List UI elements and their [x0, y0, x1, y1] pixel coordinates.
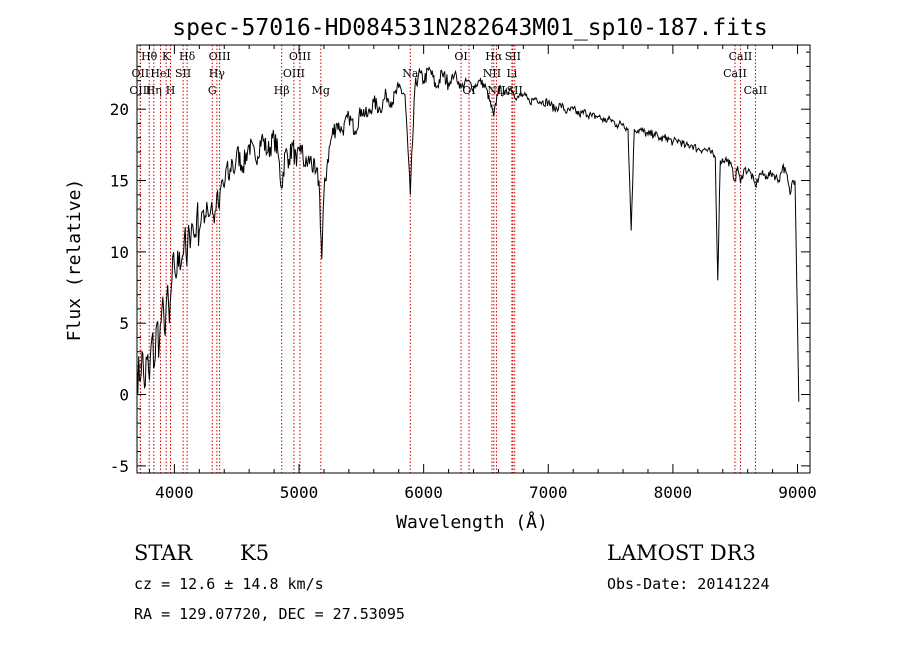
axis-ticks	[137, 45, 810, 473]
x-tick-label: 9000	[778, 483, 817, 502]
x-tick-label: 5000	[280, 483, 319, 502]
spectral-line-label: Hη	[146, 84, 162, 97]
x-tick-label: 7000	[529, 483, 568, 502]
spectral-line-label: Mg	[312, 84, 330, 97]
spectral-line-label: OI	[454, 50, 467, 63]
x-tick-label: 6000	[404, 483, 443, 502]
spectral-line-label: CaII	[744, 84, 768, 97]
spectral-line-label: SII	[175, 67, 191, 80]
x-tick-label: 4000	[155, 483, 194, 502]
spectral-line-label: CaII	[723, 67, 747, 80]
spectral-line-label: Li	[506, 67, 517, 80]
spectral-line-label: Hα	[485, 50, 503, 63]
spectral-line-label: Hδ	[179, 50, 196, 63]
object-class: STAR	[134, 541, 193, 565]
coordinates-readout: RA = 129.07720, DEC = 27.53095	[134, 605, 405, 623]
x-tick-label: 8000	[654, 483, 693, 502]
spectral-line-label: H	[166, 84, 176, 97]
x-axis-label: Wavelength (Å)	[396, 511, 548, 533]
survey-name: LAMOST DR3	[607, 541, 756, 565]
y-tick-label: 10	[110, 243, 129, 262]
spectral-line-label: OIII	[129, 84, 151, 97]
spectral-line-label: OIII	[283, 67, 305, 80]
y-tick-label: 5	[119, 314, 129, 333]
spectral-line-label: NII	[483, 67, 501, 80]
spectral-line-label: OI	[462, 84, 475, 97]
spectral-line-label: Na	[402, 67, 419, 80]
spectral-line-label: OIII	[289, 50, 311, 63]
spectral-line-label: OII	[132, 67, 150, 80]
spectral-line-label: SII	[507, 84, 523, 97]
spectral-line-label: Hβ	[274, 84, 290, 97]
redshift-readout: cz = 12.6 ± 14.8 km/s	[134, 575, 324, 593]
spectral-line-label: Hγ	[209, 67, 226, 80]
spectral-line-label: K	[162, 50, 171, 63]
plot-frame	[136, 44, 811, 474]
spectral-line-label: HeI	[150, 67, 170, 80]
flux-series-line	[136, 65, 800, 402]
object-subclass: K5	[240, 541, 269, 565]
spectral-line-label: G	[208, 84, 217, 97]
spectral-line-label: CaII	[729, 50, 753, 63]
spectral-line-label: SII	[505, 50, 521, 63]
observation-date: Obs-Date: 20141224	[607, 575, 770, 593]
spectral-line-label: OIII	[209, 50, 231, 63]
axis-tick-labels: 4000 5000 6000 7000 8000 9000 -5 0 5 10 15 20	[110, 100, 817, 502]
y-axis-label: Flux (relative)	[64, 179, 85, 342]
chart-title: spec-57016-HD084531N282643M01_sp10-187.f…	[172, 15, 767, 41]
y-tick-label: 20	[110, 100, 129, 119]
y-tick-label: 0	[119, 386, 129, 405]
y-tick-label: 15	[110, 172, 129, 191]
spectral-line-label: Hθ	[141, 50, 158, 63]
spectral-line-markers	[139, 45, 756, 473]
y-tick-label: -5	[110, 457, 129, 476]
